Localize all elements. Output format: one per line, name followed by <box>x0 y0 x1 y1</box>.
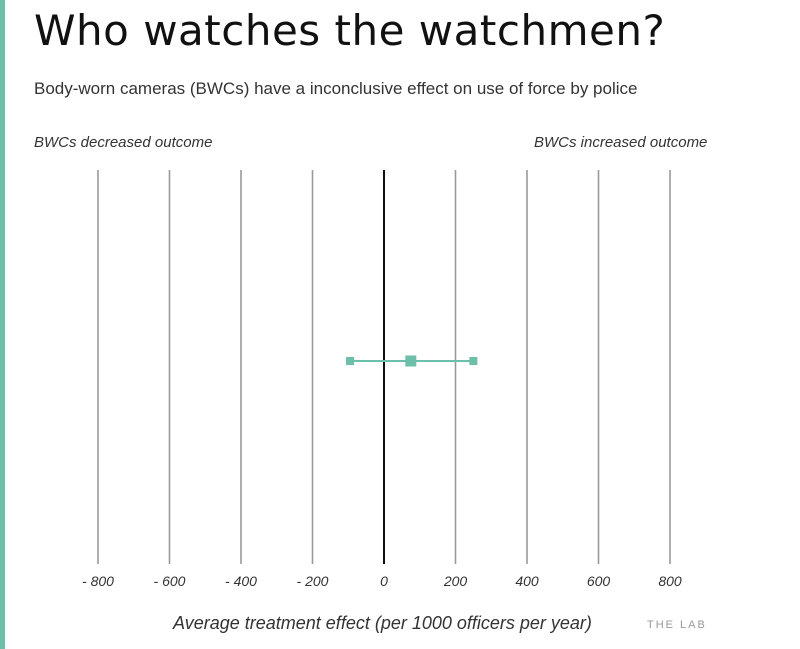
ci-high-marker <box>469 357 478 365</box>
x-tick-label: - 600 <box>154 573 186 589</box>
x-tick-label: - 200 <box>297 573 329 589</box>
x-tick-label: 200 <box>443 573 468 589</box>
chart-subtitle: Body-worn cameras (BWCs) have a inconclu… <box>34 79 638 98</box>
ci-low-marker <box>346 357 355 365</box>
estimate-marker <box>405 355 417 367</box>
chart-title: Who watches the watchmen? <box>34 6 666 55</box>
x-tick-label: 400 <box>515 573 539 589</box>
x-tick-label: 800 <box>658 573 682 589</box>
watermark: THE LAB <box>647 619 707 631</box>
x-tick-label: 0 <box>380 573 388 589</box>
x-axis-label: Average treatment effect (per 1000 offic… <box>173 613 592 633</box>
annotation-increased: BWCs increased outcome <box>534 134 708 151</box>
x-tick-label: 600 <box>587 573 611 589</box>
x-tick-label: - 400 <box>225 573 257 589</box>
annotation-decreased: BWCs decreased outcome <box>34 134 213 151</box>
x-tick-label: - 800 <box>82 573 114 589</box>
accent-bar <box>0 0 5 649</box>
